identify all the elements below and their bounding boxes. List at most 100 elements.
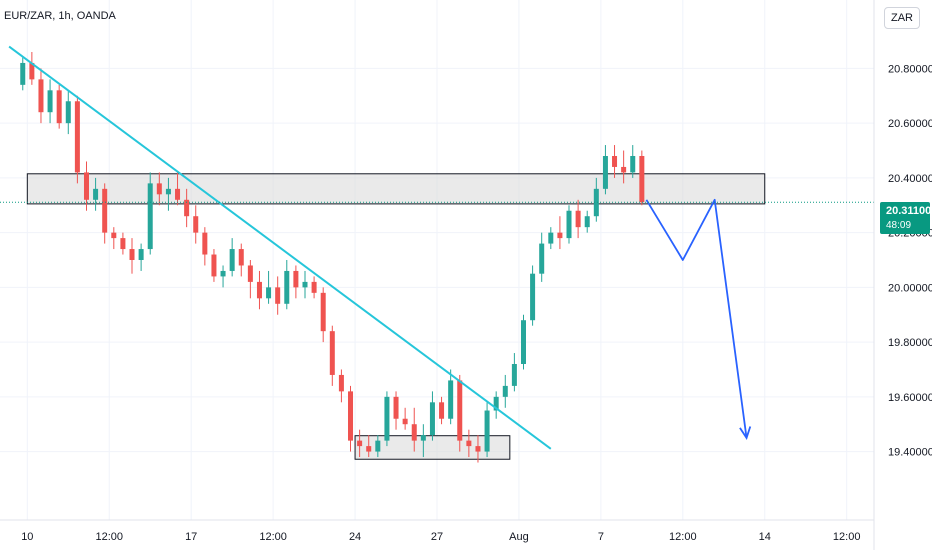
candle-body [229, 249, 235, 271]
time-tick-label: 24 [349, 531, 361, 543]
projection-arrowhead [739, 426, 752, 440]
candle-body [29, 62, 35, 80]
price-tick-label: 19.60000 [888, 392, 932, 404]
projection-path [645, 198, 748, 439]
price-tick-label: 19.40000 [888, 447, 932, 459]
grid [0, 0, 874, 520]
candle-body [557, 232, 563, 239]
price-tick-label: 19.80000 [888, 337, 932, 349]
candle-body [457, 380, 463, 441]
candle-body [366, 446, 372, 452]
candle-body [156, 183, 162, 195]
candle-body [65, 101, 71, 124]
candle-body [284, 270, 290, 304]
time-tick-label: 12:00 [259, 531, 287, 543]
candle-body [320, 292, 326, 332]
time-axis[interactable]: 10 12:00 17 12:00 24 27 Aug 7 12:00 14 12:00 [21, 531, 860, 543]
candle-body [411, 424, 417, 441]
candle-body [602, 156, 608, 189]
candle-body [548, 232, 554, 244]
candle-body [420, 435, 426, 441]
candle-body [93, 188, 99, 200]
currency-button[interactable]: ZAR [884, 7, 920, 29]
candle-body [357, 440, 363, 447]
candle-body [102, 188, 108, 233]
candle-body [147, 183, 153, 250]
time-tick-label: Aug [509, 531, 529, 543]
candle-body [329, 331, 335, 375]
candle-body [38, 79, 44, 113]
candle-body [83, 172, 89, 200]
candle-body [439, 402, 445, 419]
candle-body [302, 281, 308, 288]
candle-body [466, 440, 472, 447]
price-tick-label: 20.00000 [888, 282, 932, 294]
candle-body [20, 62, 26, 85]
candle-body [429, 402, 435, 436]
candle-body [475, 446, 481, 452]
candle-body [202, 232, 208, 255]
candle-body [111, 232, 117, 239]
candle-body [584, 216, 590, 228]
candle-body [348, 391, 354, 441]
candle-body [639, 156, 645, 203]
candle-body [575, 210, 581, 228]
price-tick-label: 20.40000 [888, 173, 932, 185]
candle-body [520, 320, 526, 364]
candle-body [493, 396, 499, 411]
candle-body [539, 243, 545, 274]
candle-body [293, 270, 299, 288]
candle-body [502, 385, 508, 397]
time-tick-label: 7 [598, 531, 604, 543]
time-tick-label: 14 [759, 531, 771, 543]
symbol-title[interactable]: EUR/ZAR, 1h, OANDA [4, 10, 116, 22]
candle-body [530, 273, 536, 321]
candle-body [593, 188, 599, 217]
time-tick-label: 27 [431, 531, 443, 543]
candle-body [311, 281, 317, 293]
candle-body [238, 249, 244, 266]
candle-body [402, 418, 408, 425]
price-tick-label: 20.80000 [888, 63, 932, 75]
time-tick-label: 12:00 [669, 531, 697, 543]
price-tick-label: 20.60000 [888, 118, 932, 130]
candle-body [511, 364, 517, 386]
candle-body [393, 396, 399, 419]
candle-body [165, 188, 171, 195]
candle-body [448, 380, 454, 419]
candle-body [275, 287, 281, 304]
zone-rectangle [26, 173, 766, 205]
drawings [8, 45, 752, 450]
candle-body [184, 199, 190, 217]
candle-body [129, 249, 135, 260]
candle-body [566, 210, 572, 239]
candle-body [120, 238, 126, 250]
current-price-value: 20.31100 [886, 205, 932, 217]
candle-body [612, 156, 618, 167]
candle-body [138, 249, 144, 260]
bar-countdown: 48:09 [886, 220, 912, 231]
candle-body [375, 440, 381, 452]
candle-body [256, 281, 262, 299]
time-tick-label: 12:00 [95, 531, 123, 543]
candle-body [266, 287, 272, 299]
current-price-tag: 20.31100 48:09 [880, 202, 932, 234]
trendline [8, 45, 552, 450]
candle-body [247, 265, 253, 282]
candles [20, 52, 645, 463]
time-tick-label: 10 [21, 531, 33, 543]
candle-body [74, 101, 80, 173]
time-tick-label: 12:00 [833, 531, 861, 543]
price-axis[interactable]: 20.8000020.6000020.4000020.2000020.00000… [888, 63, 932, 458]
candle-body [47, 90, 53, 113]
candle-body [220, 270, 226, 277]
candle-body [484, 410, 490, 452]
candle-body [384, 396, 390, 441]
candle-body [621, 166, 627, 173]
candle-body [338, 374, 344, 392]
time-tick-label: 17 [185, 531, 197, 543]
candle-body [56, 90, 62, 124]
candle-body [175, 188, 181, 200]
